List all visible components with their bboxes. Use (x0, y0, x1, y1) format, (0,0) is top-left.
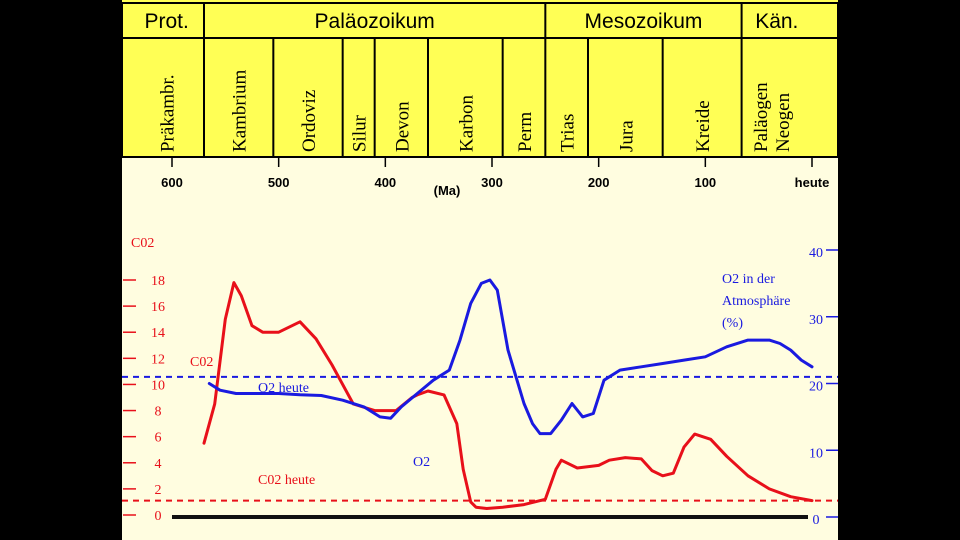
left-tick-label: 12 (151, 352, 165, 367)
right-tick-label: 40 (809, 246, 823, 261)
x-unit-label: (Ma) (434, 183, 461, 198)
right-axis-title-line: (%) (722, 316, 743, 331)
period-label: Silur (350, 114, 371, 152)
period-label: Ordoviz (299, 90, 320, 152)
o2-series-label: O2 (413, 455, 430, 470)
right-tick-label: 10 (809, 446, 823, 461)
x-tick-label: 300 (481, 175, 503, 190)
left-tick-label: 16 (151, 300, 165, 315)
era-label: Mesozoikum (585, 10, 703, 33)
era-label: Prot. (144, 10, 188, 33)
period-label: Devon (392, 101, 413, 152)
left-tick-label: 8 (155, 405, 162, 420)
left-axis-title: C02 (131, 236, 154, 251)
x-tick-label: 400 (374, 175, 396, 190)
right-axis-title-line: Atmosphäre (722, 294, 790, 309)
co2-series-label: C02 (190, 355, 213, 370)
era-label: Paläozoikum (315, 10, 435, 33)
left-tick-label: 10 (151, 378, 165, 393)
period-label-part: Neogen (773, 92, 794, 152)
left-tick-label: 4 (155, 457, 162, 472)
period-label: Kambrium (230, 69, 251, 152)
x-tick-label: 200 (588, 175, 610, 190)
x-tick-label: 500 (268, 175, 290, 190)
right-tick-label: 20 (809, 380, 823, 395)
left-tick-label: 0 (155, 509, 162, 524)
x-tick-label: 100 (694, 175, 716, 190)
left-tick-label: 6 (155, 431, 162, 446)
series-line-o2 (207, 278, 814, 436)
series-line-co2 (202, 281, 814, 510)
x-tick-label: 600 (161, 175, 183, 190)
period-label: Karbon (456, 95, 477, 152)
period-label: Kreide (693, 100, 714, 152)
period-label: Trias (558, 114, 579, 152)
x-tick-label: heute (795, 175, 830, 190)
period-label: Jura (616, 120, 637, 152)
period-row-border (121, 37, 839, 158)
period-label-part: Paläogen (751, 82, 772, 152)
period-label: Präkambr. (158, 74, 179, 152)
period-label: Perm (515, 112, 536, 152)
right-tick-label: 30 (809, 313, 823, 328)
co2-today-label: C02 heute (258, 473, 315, 488)
left-tick-label: 14 (151, 326, 165, 341)
header-band (122, 0, 838, 157)
era-label: Kän. (755, 10, 798, 33)
left-tick-label: 18 (151, 274, 165, 289)
left-tick-label: 2 (155, 483, 162, 498)
right-axis-title-line: O2 in der (722, 272, 775, 287)
right-tick-label: 0 (813, 513, 820, 528)
